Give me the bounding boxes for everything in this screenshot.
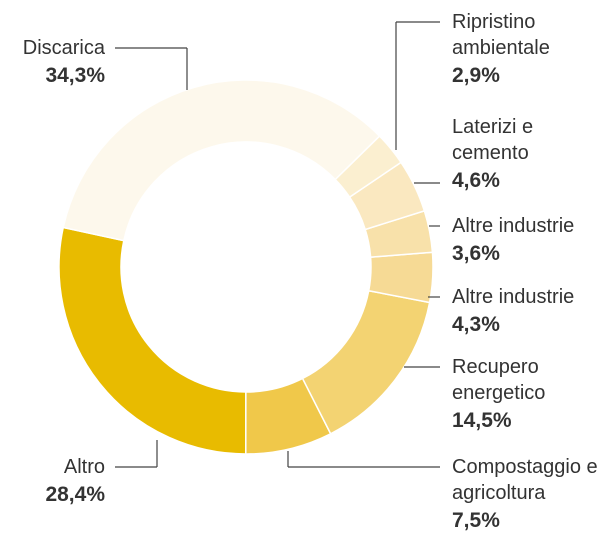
value-label: 2,9% <box>452 64 500 87</box>
leader-lines <box>115 21 440 468</box>
category-name: Altre industrie <box>452 286 575 308</box>
value-label: 7,5% <box>452 509 500 532</box>
category-name: Compostaggio e agricoltura <box>452 456 598 504</box>
value-label: 14,5% <box>452 409 512 432</box>
donut-segment <box>367 251 434 304</box>
segment-label: Discarica 34,3% <box>0 35 105 90</box>
category-name: Altro <box>63 456 105 478</box>
value-label: 28,4% <box>45 483 105 506</box>
segment-label: Compostaggio e agricoltura 7,5% <box>452 454 605 535</box>
segment-label: Recupero energetico 14,5% <box>452 354 605 435</box>
value-label: 3,6% <box>452 242 500 265</box>
donut-segment <box>364 209 434 258</box>
value-label: 4,3% <box>452 313 500 336</box>
category-name: Discarica <box>22 37 105 59</box>
donut-segment <box>245 377 332 455</box>
donut-segment <box>334 135 403 199</box>
donut-segment <box>301 289 431 435</box>
segment-label: Laterizi e cemento 4,6% <box>452 114 605 195</box>
segment-label: Altre industrie 3,6% <box>452 213 605 268</box>
donut-segment <box>58 226 247 455</box>
segment-label: Altro 28,4% <box>0 454 105 509</box>
category-name: Ripristino ambientale <box>452 11 550 59</box>
category-name: Altre industrie <box>452 215 575 237</box>
category-name: Laterizi e cemento <box>452 116 534 164</box>
value-label: 4,6% <box>452 169 500 192</box>
segment-label: Ripristino ambientale 2,9% <box>452 9 605 90</box>
value-label: 34,3% <box>45 64 105 87</box>
segment-label: Altre industrie 4,3% <box>452 284 605 339</box>
donut-segment <box>348 161 426 231</box>
donut-segment <box>62 79 381 242</box>
category-name: Recupero energetico <box>452 356 546 404</box>
